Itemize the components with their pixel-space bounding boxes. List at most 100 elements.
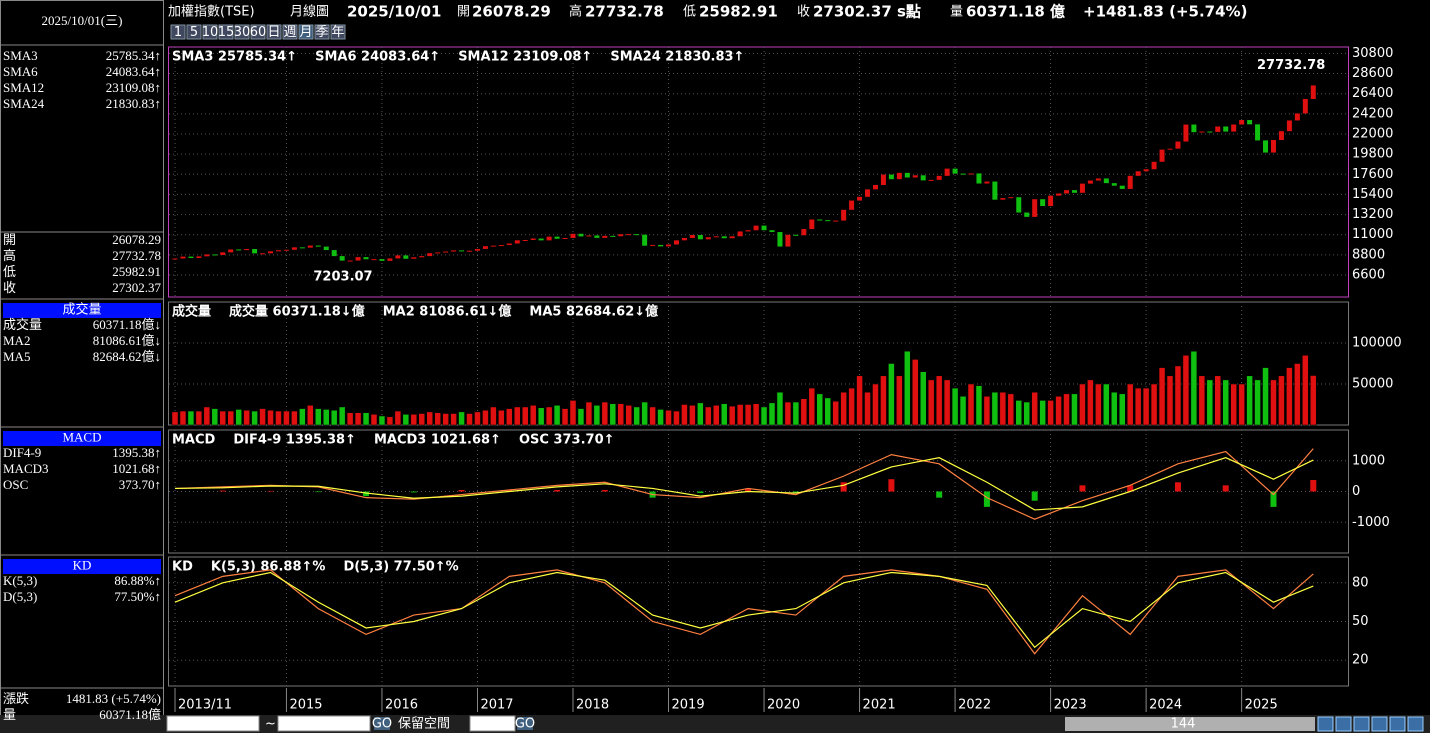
period-button-label[interactable]: 15 [218,25,235,40]
volume-bar [912,359,919,426]
y-tick-label: 100000 [1352,336,1402,351]
reserve-input-box[interactable] [469,715,516,732]
volume-bar [657,409,664,426]
tool-icon[interactable] [1389,716,1406,732]
legend-entry: K(5,3) 86.88↑% [211,560,326,575]
volume-bar [1310,375,1317,426]
side-date: 2025/10/01(三) [42,13,123,28]
candle [514,240,520,244]
y-tick-label: 24200 [1352,106,1393,121]
period-button[interactable] [330,24,346,40]
period-button[interactable] [298,24,314,40]
x-tick-label: 2013/11 [178,698,232,713]
period-button-label[interactable]: 週 [283,25,296,40]
period-button-label[interactable]: 30 [234,25,251,40]
period-button-label[interactable]: 60 [250,25,267,40]
volume-bar [1182,355,1190,426]
candle [888,174,894,180]
osc-bar [410,491,417,493]
period-button-label[interactable]: 10 [202,25,219,40]
candle [650,244,656,246]
tool-icon[interactable] [1407,716,1424,732]
volume-bar [999,391,1007,426]
tool-icon[interactable] [1371,716,1388,732]
series-line [174,571,1314,649]
volume-bar [1047,400,1054,426]
volume-bar [1031,391,1038,426]
candle [1270,139,1276,153]
reserve-input[interactable]: 3 [473,717,481,732]
candle [1000,198,1006,200]
volume-bar [1079,383,1086,426]
volume-bar [601,401,609,426]
volume-bar [784,401,792,426]
candle [482,246,488,249]
volume-bar [1007,393,1015,426]
period-button[interactable] [170,24,186,40]
candle [538,238,544,241]
to-date[interactable]: 2025/10/01 [281,717,356,732]
x-tick-label: 2015 [289,698,322,713]
volume-bar [227,410,234,426]
volume-bar [466,413,473,426]
go-label: GO [372,717,392,732]
volume-bar [434,412,441,426]
volume-bar [307,405,314,426]
period-button[interactable] [250,24,266,40]
period-button[interactable] [186,24,202,40]
header-period: 月線圖 [290,4,329,20]
volume-bar [633,406,640,426]
period-button-label[interactable]: 日 [267,25,280,40]
osc-bar [983,491,990,507]
volume-bar [681,404,688,426]
period-button-label[interactable]: 1 [174,25,182,40]
period-button-label[interactable]: 季 [315,25,328,40]
volume-bar [617,403,625,426]
candle [554,236,560,239]
period-button-label[interactable]: 5 [190,25,198,40]
y-tick-label: 30800 [1352,46,1393,61]
volume-bar [498,409,505,426]
period-button[interactable] [314,24,330,40]
go-button[interactable] [517,717,533,730]
from-date[interactable]: 2013/11/01 [170,717,245,732]
candle [1191,124,1197,133]
to-date-box[interactable] [277,715,371,732]
go-button[interactable] [374,717,390,730]
period-button-label[interactable]: 年 [331,25,344,40]
side-value: 21830.83↑ [106,96,161,111]
tool-icon[interactable] [1317,716,1334,732]
candle [1056,193,1062,196]
candle [936,175,942,180]
tool-icon[interactable] [1335,716,1352,732]
volume-bar [1190,350,1198,426]
volume-bar [776,391,784,426]
from-date-box[interactable] [166,715,260,732]
candle [498,245,504,247]
period-button[interactable] [266,24,282,40]
legend-entry: MACD3 1021.68↑ [374,433,501,448]
candle [785,234,791,247]
period-button[interactable] [202,24,218,40]
period-button-label[interactable]: 月 [299,25,312,40]
scrollbar[interactable] [1065,717,1315,731]
candle [761,225,767,231]
volume-bar [880,375,887,426]
candle [530,238,536,240]
period-button[interactable] [218,24,234,40]
volume-bar [697,402,704,426]
volume-bar [609,403,617,426]
x-tick-label: 2024 [1149,698,1182,713]
tool-icon[interactable] [1353,716,1370,732]
candle [1151,161,1157,170]
period-button[interactable] [234,24,250,40]
candle [427,253,433,257]
series-line [174,448,1314,520]
candle [673,240,679,245]
candle [315,245,321,247]
y-tick-label: 80 [1352,575,1369,590]
candle [1167,148,1173,150]
candle [896,172,902,180]
section-header [3,559,161,574]
period-button[interactable] [282,24,298,40]
